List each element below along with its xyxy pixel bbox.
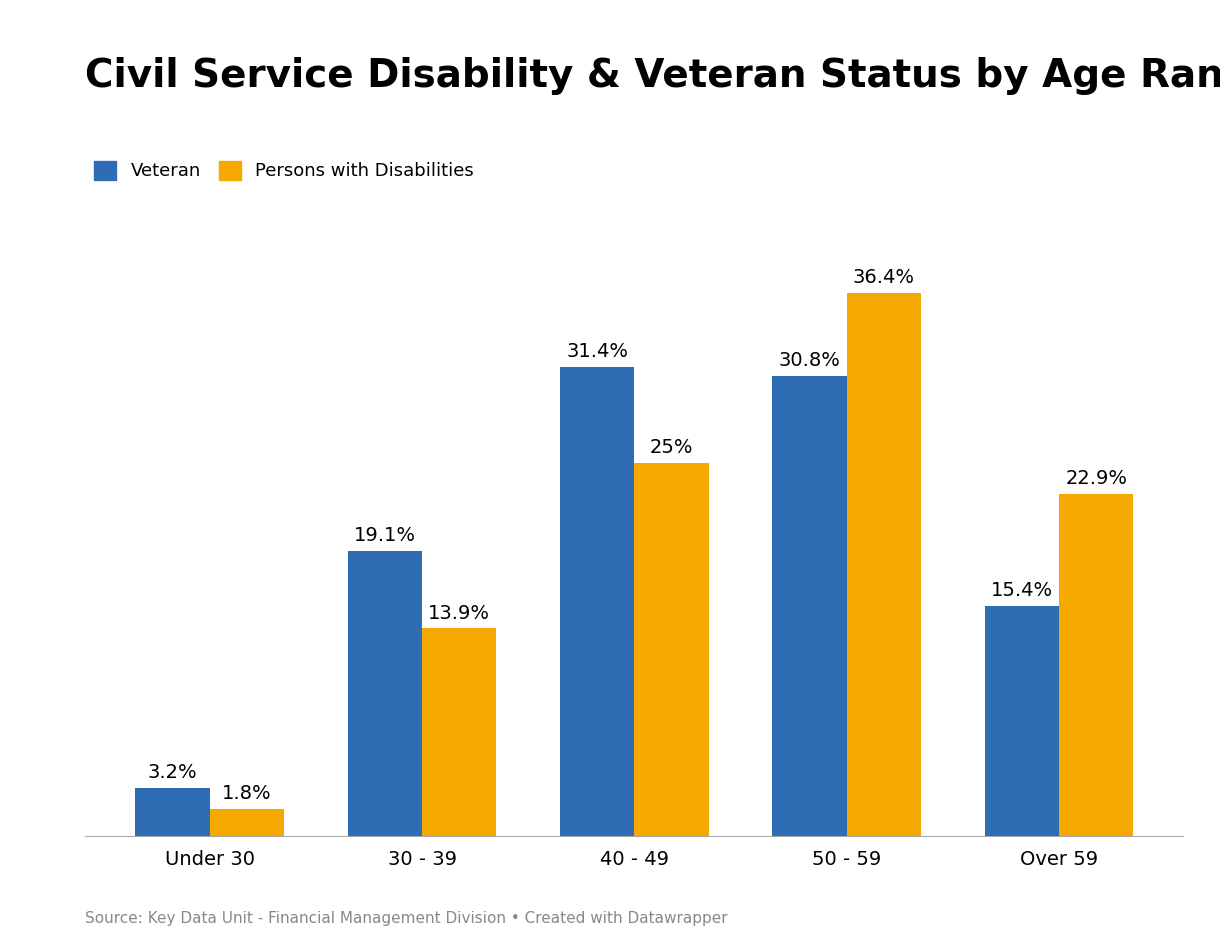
Bar bbox=[985, 606, 1059, 836]
Text: 3.2%: 3.2% bbox=[148, 763, 198, 782]
Text: 31.4%: 31.4% bbox=[566, 342, 628, 361]
Bar bbox=[847, 293, 921, 836]
Text: 30.8%: 30.8% bbox=[778, 352, 841, 370]
Bar bbox=[772, 376, 847, 836]
Bar bbox=[422, 629, 497, 836]
Text: Civil Service Disability & Veteran Status by Age Range: Civil Service Disability & Veteran Statu… bbox=[85, 57, 1220, 95]
Bar bbox=[135, 788, 210, 836]
Bar bbox=[1059, 494, 1133, 836]
Text: 19.1%: 19.1% bbox=[354, 526, 416, 545]
Text: 13.9%: 13.9% bbox=[428, 603, 490, 622]
Text: 25%: 25% bbox=[650, 438, 693, 457]
Text: Source: Key Data Unit - Financial Management Division • Created with Datawrapper: Source: Key Data Unit - Financial Manage… bbox=[85, 911, 728, 926]
Bar bbox=[634, 463, 709, 836]
Bar bbox=[348, 551, 422, 836]
Text: 1.8%: 1.8% bbox=[222, 784, 272, 803]
Bar bbox=[560, 368, 634, 836]
Text: 36.4%: 36.4% bbox=[853, 268, 915, 287]
Text: 22.9%: 22.9% bbox=[1065, 469, 1127, 488]
Text: 15.4%: 15.4% bbox=[991, 581, 1053, 600]
Legend: Veteran, Persons with Disabilities: Veteran, Persons with Disabilities bbox=[94, 162, 473, 180]
Bar bbox=[210, 809, 284, 836]
